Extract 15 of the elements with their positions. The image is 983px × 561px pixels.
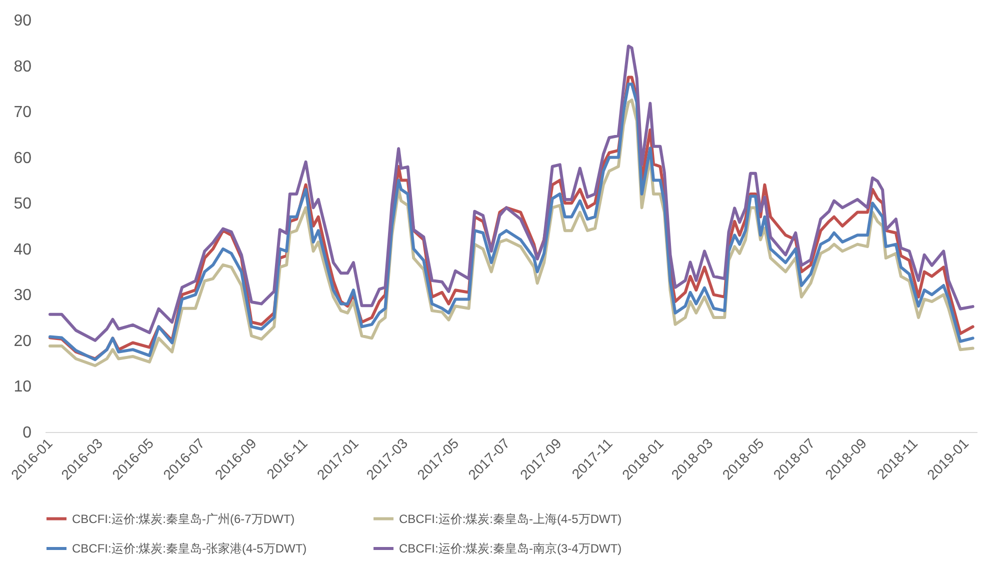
y-tick-label: 0 [22,424,32,442]
y-tick-label: 90 [14,12,32,30]
legend-label: CBCFI:运价:煤炭:秦皇岛-南京(3-4万DWT) [399,542,622,556]
legend-label: CBCFI:运价:煤炭:秦皇岛-张家港(4-5万DWT) [72,542,307,556]
y-tick-label: 70 [14,104,32,122]
line-series [48,44,974,342]
legend-label: CBCFI:运价:煤炭:秦皇岛-上海(4-5万DWT) [399,512,622,526]
y-tick-label: 80 [14,58,32,76]
y-tick-label: 50 [14,196,32,213]
y-tick-label: 10 [14,378,32,396]
y-tick-label: 20 [14,332,32,350]
y-tick-label: 30 [14,287,32,304]
y-tick-label: 60 [14,150,32,167]
y-tick-label: 40 [14,241,32,258]
legend-label: CBCFI:运价:煤炭:秦皇岛-广州(6-7万DWT) [72,512,295,526]
